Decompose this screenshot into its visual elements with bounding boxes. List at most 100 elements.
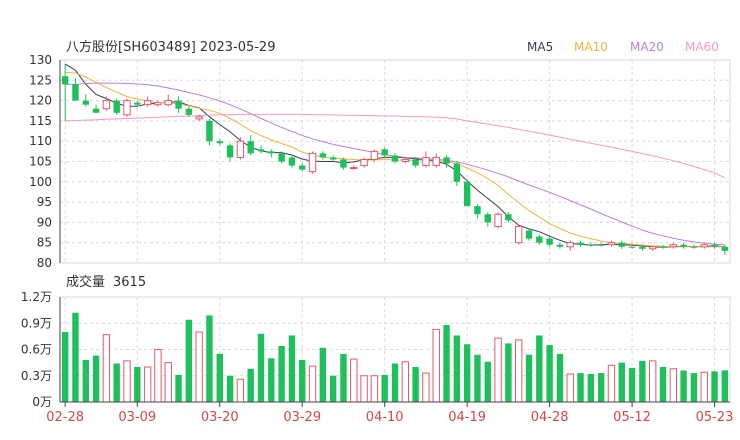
x-tick-label: 03-20 <box>201 410 239 425</box>
volume-bar-down <box>288 335 296 402</box>
candle <box>123 98 131 117</box>
x-tick-label: 04-28 <box>531 410 569 425</box>
candle <box>164 94 172 107</box>
candle-body-down <box>680 244 687 247</box>
price-y-axis: 130 125 120 115 110 105 100 95 90 85 80 <box>29 53 61 270</box>
candle <box>412 157 419 168</box>
volume-bar-up <box>422 372 430 403</box>
candle <box>618 240 625 249</box>
volume-bar-up <box>154 349 162 403</box>
candle <box>268 149 275 158</box>
candle-body-down <box>505 214 512 221</box>
price-y-tick-label: 105 <box>29 155 52 169</box>
candle <box>154 100 162 107</box>
candle <box>134 100 141 107</box>
volume-bar-down <box>453 335 461 402</box>
candle <box>308 151 317 174</box>
candle <box>566 240 574 251</box>
volume-bar-down <box>536 335 543 402</box>
candle <box>247 135 254 156</box>
volume-value: 3615 <box>113 275 146 290</box>
candle <box>711 242 718 249</box>
candle <box>175 96 182 113</box>
candle <box>278 151 285 164</box>
volume-bar-down <box>175 374 182 402</box>
candle-body-down <box>536 236 543 243</box>
volume-bars <box>61 312 729 403</box>
volume-bar-down <box>546 345 553 402</box>
candle-body-down <box>453 163 461 182</box>
volume-title: 成交量 <box>66 274 105 290</box>
price-y-tick-label: 85 <box>37 236 52 250</box>
price-y-tick-label: 110 <box>29 134 52 148</box>
candle-body-down <box>597 244 605 246</box>
candle-body-down <box>340 159 347 168</box>
volume-bar-down <box>711 371 718 402</box>
volume-bar-up <box>607 364 616 403</box>
candle-body-up <box>195 116 203 120</box>
candle-body-down <box>463 181 471 207</box>
candle-body-down <box>577 242 584 245</box>
candle <box>463 179 471 207</box>
candle <box>236 137 245 160</box>
volume-bar-down <box>206 315 213 402</box>
candle-body-up <box>401 158 410 163</box>
volume-bar-down <box>268 358 275 402</box>
candle <box>61 64 69 121</box>
candle-body-down <box>82 100 89 105</box>
volume-bar-down <box>556 353 564 402</box>
candle-body-up <box>154 102 162 106</box>
candle <box>350 165 358 170</box>
volume-bar-up <box>432 328 440 403</box>
volume-bar-up <box>123 360 131 403</box>
volume-bar-up <box>370 375 379 403</box>
candle-body-down <box>639 246 646 249</box>
candle-body-down <box>391 155 399 162</box>
candle-body-down <box>299 165 306 170</box>
candle <box>401 157 410 164</box>
legend-ma5: MA5 <box>527 40 553 54</box>
candle <box>381 147 388 158</box>
volume-bar-down <box>92 355 100 402</box>
candle <box>216 139 223 146</box>
price-y-tick-label: 100 <box>29 175 52 189</box>
candle-body-down <box>226 145 234 158</box>
volume-bar-up <box>700 371 708 403</box>
volume-bar-up <box>308 365 317 403</box>
candle-body-up <box>350 167 358 170</box>
x-tick-label: 04-19 <box>448 410 486 425</box>
candle-body-down <box>72 84 79 101</box>
candle-body-up <box>700 244 708 248</box>
date-x-axis: 02-28 03-09 03-20 03-29 04-10 04-19 04-28 05-12… <box>46 401 733 425</box>
candle-body-up <box>422 156 430 167</box>
candle-body-down <box>484 214 491 223</box>
candle <box>82 94 89 107</box>
candle-body-up <box>648 246 657 250</box>
volume-bar-down <box>597 373 605 402</box>
price-y-tick-label: 95 <box>37 195 52 209</box>
volume-bar-down <box>628 367 636 402</box>
volume-bar-down <box>721 370 729 402</box>
volume-bar-down <box>247 368 254 402</box>
volume-bar-up <box>648 360 657 403</box>
price-y-tick-label: 125 <box>29 73 52 87</box>
candle <box>92 104 100 113</box>
candle-body-up <box>236 140 245 158</box>
volume-bar-down <box>185 319 193 402</box>
candle <box>370 149 379 162</box>
volume-bar-down <box>577 373 584 402</box>
volume-bar-down <box>474 354 481 402</box>
volume-bar-down <box>505 343 512 402</box>
volume-bar-up <box>494 337 502 403</box>
candle-body-down <box>690 246 698 248</box>
ma-legend: MA5 MA10 MA20 MA60 <box>527 40 719 54</box>
candle <box>453 161 461 186</box>
candle-body-down <box>92 108 100 113</box>
candle-body-down <box>185 108 193 115</box>
x-tick-label: 04-10 <box>366 410 404 425</box>
candle <box>484 212 491 227</box>
candle-body-down <box>175 100 182 109</box>
legend-ma60: MA60 <box>685 40 719 54</box>
volume-bar-up <box>350 358 358 403</box>
